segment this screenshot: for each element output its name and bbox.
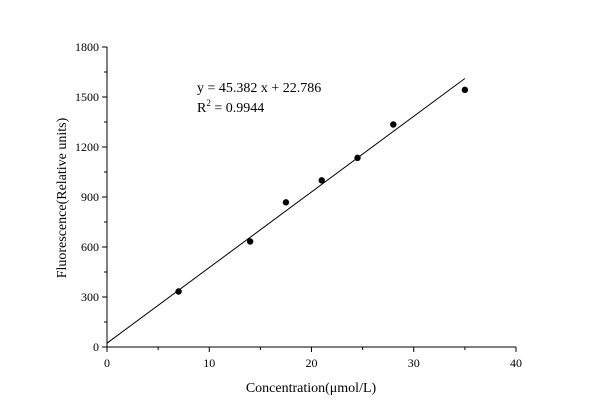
y-tick-label: 1200 [75,140,99,154]
data-point [390,121,397,128]
y-tick-label: 0 [93,340,99,354]
x-tick-label: 30 [408,356,420,370]
fit-equation: y = 45.382 x + 22.786 [197,81,321,96]
x-tick-label: 0 [104,356,110,370]
data-point [175,288,182,295]
data-point [461,86,469,94]
r-squared-value: = 0.9944 [211,101,264,116]
y-tick-label: 1800 [75,40,99,54]
fit-line-group [106,78,466,344]
data-point [282,199,290,206]
x-tick-label: 40 [510,356,522,370]
y-axis-title: Fluorescence(Relative units) [55,117,70,278]
r-squared-symbol: R [197,101,207,116]
y-tick-label: 600 [81,240,99,254]
y-tick-label: 1500 [75,90,99,104]
linear-fit-line [106,78,466,344]
data-points [175,86,469,295]
data-point [318,177,325,184]
x-tick-label: 20 [306,356,318,370]
y-tick-label: 900 [81,190,99,204]
r-squared-annotation: R2 = 0.9944 [197,98,264,116]
y-tick-label: 300 [81,290,99,304]
data-point [246,238,254,245]
x-axis-title: Concentration(μmol/L) [246,381,377,396]
x-tick-label: 10 [203,356,215,370]
r-squared-exponent: 2 [206,98,211,108]
axis-ticks: 0 10 20 30 40 0 300 600 900 1200 1500 1800 [75,40,522,370]
data-point [354,154,361,162]
